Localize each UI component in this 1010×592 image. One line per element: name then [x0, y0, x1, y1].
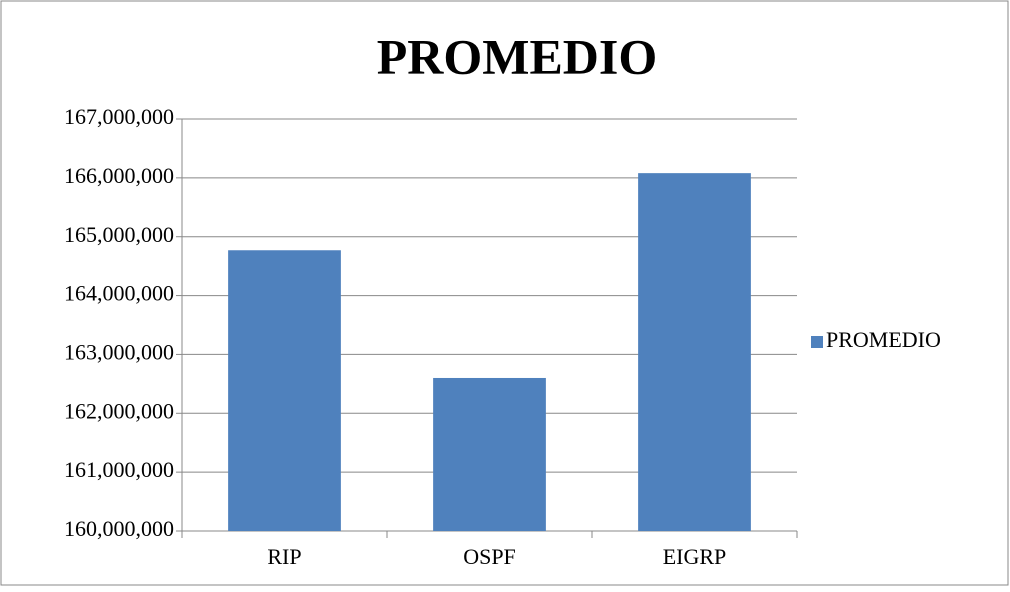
- y-tick-label: 160,000,000: [64, 516, 174, 541]
- bar: [433, 377, 546, 531]
- y-tick-label: 166,000,000: [64, 163, 174, 188]
- y-tick-label: 163,000,000: [64, 339, 174, 364]
- x-tick-label: EIGRP: [663, 544, 727, 569]
- y-tick-label: 167,000,000: [64, 104, 174, 129]
- bar: [228, 250, 341, 531]
- x-tick-label: RIP: [267, 544, 301, 569]
- bar: [638, 173, 751, 532]
- legend-swatch: [811, 336, 823, 348]
- y-tick-label: 162,000,000: [64, 398, 174, 423]
- y-tick-label: 161,000,000: [64, 457, 174, 482]
- y-tick-label: 165,000,000: [64, 222, 174, 247]
- y-tick-label: 164,000,000: [64, 281, 174, 306]
- legend-label: PROMEDIO: [826, 327, 941, 352]
- chart-title: PROMEDIO: [377, 28, 658, 84]
- x-tick-label: OSPF: [463, 544, 516, 569]
